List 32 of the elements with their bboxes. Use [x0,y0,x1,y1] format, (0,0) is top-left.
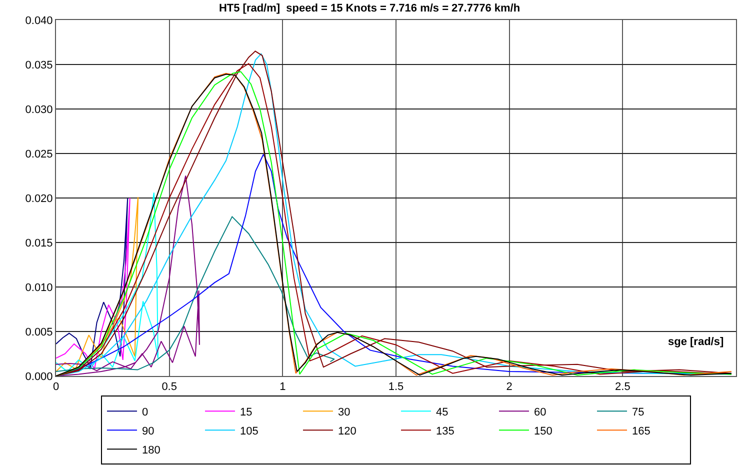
legend-label: 105 [240,425,258,438]
x-tick-label: 2 [506,381,512,394]
y-tick-label: 0.010 [25,282,53,294]
x-tick-label: 0 [52,381,60,394]
legend-label: 15 [240,406,252,418]
legend-label: 90 [142,425,154,438]
chart-title: HT5 [rad/m] speed = 15 Knots = 7.716 m/s = 27.7776 km/h [218,2,520,14]
line-series [56,175,200,376]
y-tick-label: 0.030 [25,104,53,116]
y-tick-label: 0.005 [25,326,53,338]
y-tick-label: 0.000 [25,370,53,383]
legend-label: 0 [142,406,148,418]
x-tick-label: 2.5 [615,381,630,394]
y-tick-label: 0.035 [25,59,53,72]
line-series [56,216,335,372]
legend-label: 30 [338,406,350,418]
legend-label: 180 [142,444,160,456]
x-axis-title: sge [rad/s] [668,336,724,348]
x-tick-label: 1 [280,381,286,394]
legend-label: 75 [632,406,644,418]
x-tick-label: 0.5 [162,381,177,394]
legend-label: 120 [338,425,356,438]
y-tick-label: 0.020 [25,192,53,205]
legend-label: 165 [632,425,650,438]
y-tick-label: 0.040 [25,14,53,27]
legend-label: 150 [534,425,552,438]
y-tick-label: 0.025 [25,148,53,160]
legend-label: 60 [534,406,546,418]
x-tick-label: 1.5 [388,381,404,394]
legend-label: 135 [436,425,454,438]
y-tick-label: 0.015 [25,237,53,250]
legend-label: 45 [436,406,448,418]
